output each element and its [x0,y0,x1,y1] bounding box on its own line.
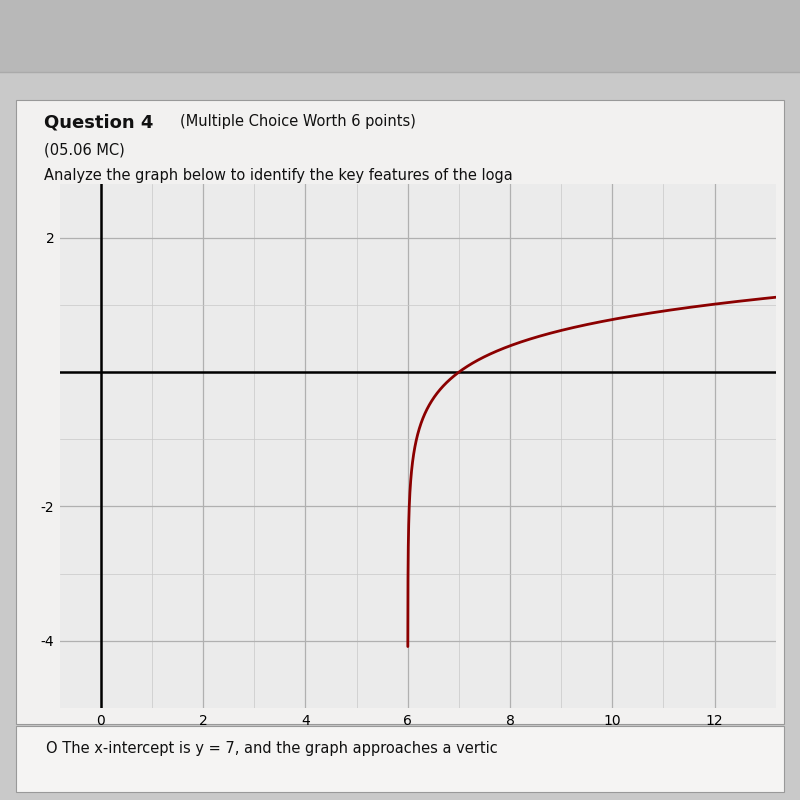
Text: (Multiple Choice Worth 6 points): (Multiple Choice Worth 6 points) [180,114,416,129]
Bar [16,726,784,792]
Bar [0,0,800,72]
Text: Question 4: Question 4 [44,114,154,131]
Text: (05.06 MC): (05.06 MC) [44,142,125,158]
Text: Analyze the graph below to identify the key features of the loga: Analyze the graph below to identify the … [44,168,513,183]
Bar [16,100,784,724]
Bar [0,72,800,100]
Text: O The x-intercept is y = 7, and the graph approaches a vertic: O The x-intercept is y = 7, and the grap… [46,741,498,756]
